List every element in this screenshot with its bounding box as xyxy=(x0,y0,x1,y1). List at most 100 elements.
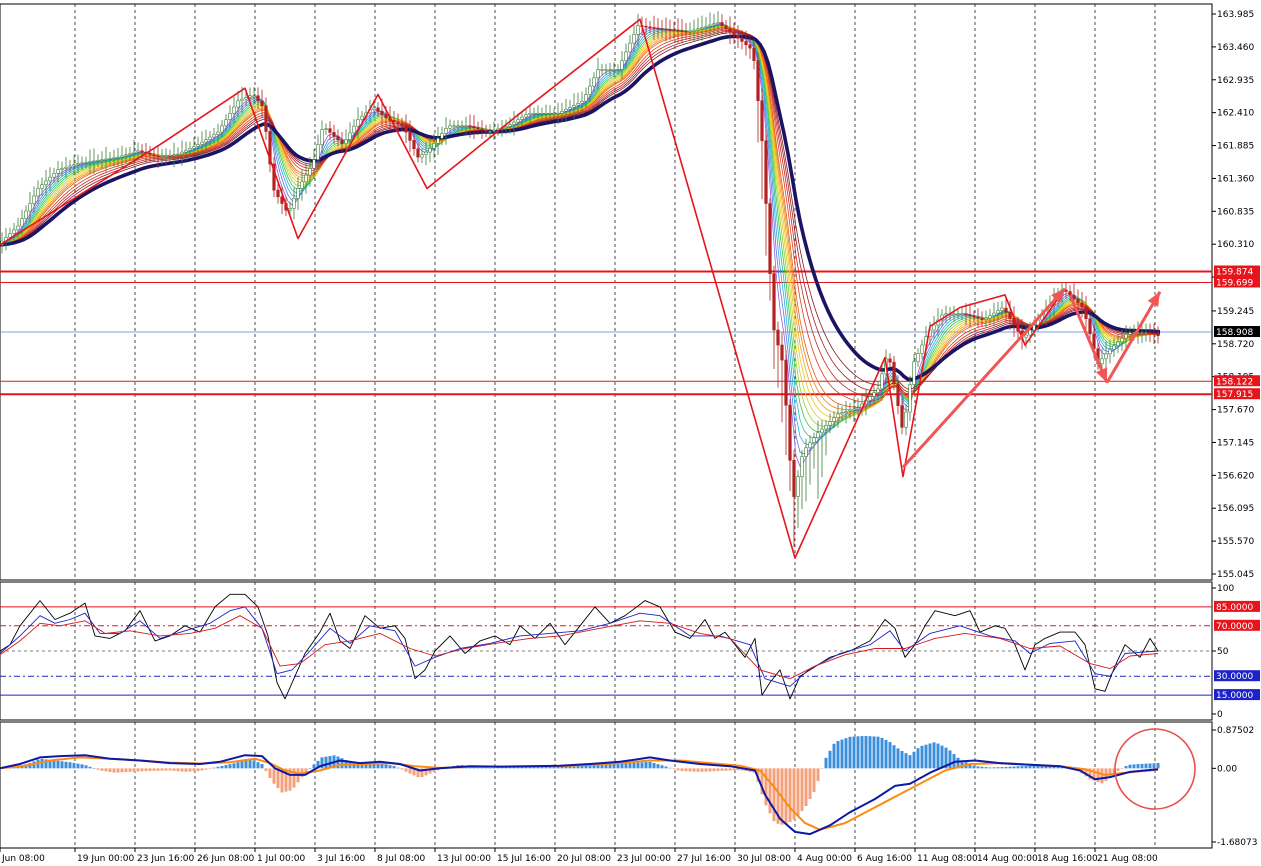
candle-body xyxy=(253,96,256,97)
macd-histogram-bar xyxy=(69,762,72,768)
macd-histogram-bar xyxy=(765,768,768,805)
candle-body xyxy=(133,152,136,153)
macd-histogram-bar xyxy=(397,768,400,769)
macd-histogram-bar xyxy=(1117,768,1120,771)
ma-ribbon-line xyxy=(0,24,1160,454)
candle-body xyxy=(565,109,568,111)
candle-body xyxy=(181,152,184,154)
macd-histogram-bar xyxy=(837,741,840,768)
candle-body xyxy=(193,146,196,148)
candle-body xyxy=(813,438,816,443)
candle-body xyxy=(605,69,608,70)
macd-histogram-bar xyxy=(697,768,700,771)
candle-body xyxy=(849,410,852,411)
candle-body xyxy=(657,28,660,29)
candle-body xyxy=(573,105,576,107)
macd-histogram-bar xyxy=(1049,767,1052,769)
macd-histogram-bar xyxy=(161,768,164,770)
macd-histogram-bar xyxy=(909,755,912,768)
time-tick-label: 1 Jul 00:00 xyxy=(257,854,306,864)
candle-body xyxy=(381,111,384,114)
oscillator-level-tag-text: 85.0000 xyxy=(1216,603,1253,613)
macd-histogram-bar xyxy=(821,768,824,769)
macd-histogram-bar xyxy=(625,763,628,768)
candle-body xyxy=(209,137,212,140)
candle-body xyxy=(737,35,740,38)
candle-body xyxy=(149,153,152,154)
macd-histogram-bar xyxy=(41,759,44,768)
candle-body xyxy=(1125,334,1128,338)
level-price-tag-text: 158.122 xyxy=(1216,377,1253,387)
candle-body xyxy=(969,315,972,316)
candle-body xyxy=(457,126,460,127)
candle-body xyxy=(677,30,680,31)
candle-body xyxy=(665,29,668,30)
price-tick-label: 161.360 xyxy=(1217,174,1254,184)
price-tick-label: 156.620 xyxy=(1217,471,1254,481)
candle-body xyxy=(645,26,648,27)
macd-histogram-bar xyxy=(269,768,272,778)
arrow-shaft xyxy=(1107,292,1160,383)
candle-body xyxy=(13,230,16,234)
candles xyxy=(1,11,1160,547)
macd-histogram-bar xyxy=(713,768,716,771)
ma-ribbon-line xyxy=(0,24,1160,467)
candle-body xyxy=(157,156,160,157)
macd-histogram-bar xyxy=(1033,766,1036,769)
candle-body xyxy=(625,52,628,61)
candle-body xyxy=(469,126,472,127)
price-tick-label: 163.460 xyxy=(1217,43,1254,53)
macd-histogram-bar xyxy=(997,767,1000,768)
macd-histogram-bar xyxy=(97,768,100,769)
price-tick-label: 162.935 xyxy=(1217,76,1254,86)
time-tick-label: 8 Jul 08:00 xyxy=(377,854,426,864)
macd-histogram-bar xyxy=(1101,768,1104,783)
price-axis: 163.985163.460162.935162.410161.885161.3… xyxy=(1212,10,1260,580)
candle-body xyxy=(349,133,352,140)
macd-histogram-bar xyxy=(233,763,236,768)
candle-body xyxy=(85,162,88,163)
macd-histogram-bar xyxy=(157,768,160,770)
candle-body xyxy=(933,325,936,330)
macd-histogram-bar xyxy=(185,768,188,771)
candle-body xyxy=(881,374,884,389)
macd-histogram-bar xyxy=(637,763,640,769)
time-tick-label: Jun 08:00 xyxy=(1,854,45,864)
price-tick-label: 161.885 xyxy=(1217,142,1254,152)
candle-body xyxy=(821,429,824,433)
candle-body xyxy=(337,136,340,140)
macd-histogram-bar xyxy=(101,768,104,770)
macd-histogram-bar xyxy=(313,764,316,768)
macd-histogram-bar xyxy=(393,766,396,768)
candle-body xyxy=(153,155,156,156)
macd-histogram-bar xyxy=(209,768,212,769)
candle-body xyxy=(653,27,656,28)
candle-body xyxy=(1029,330,1032,335)
arrow-shaft xyxy=(903,289,1065,468)
candle-body xyxy=(549,113,552,114)
candle-body xyxy=(1009,312,1012,318)
macd-histogram-bar xyxy=(805,768,808,806)
macd-histogram-bar xyxy=(785,768,788,824)
macd-panel: 0.875020.00-1.68073 xyxy=(0,722,1257,848)
candle-body xyxy=(33,196,36,204)
zigzag-line xyxy=(0,19,1065,558)
ma-ribbon-line xyxy=(0,26,1160,432)
candle-body xyxy=(509,125,512,127)
candle-body xyxy=(681,31,684,32)
candle-body xyxy=(809,443,812,448)
time-axis: Jun 08:00 19 Jun 00:00 23 Jun 16:00 26 Jun … xyxy=(0,848,1158,864)
time-tick-label: 23 Jul 00:00 xyxy=(617,854,671,864)
macd-histogram-bar xyxy=(861,736,864,768)
candle-body xyxy=(897,384,900,406)
macd-histogram-bar xyxy=(401,768,404,769)
time-tick-label: 6 Aug 16:00 xyxy=(857,854,912,864)
candle-body xyxy=(445,128,448,133)
macd-histogram-bar xyxy=(497,768,500,769)
macd-histogram-bar xyxy=(853,737,856,769)
macd-histogram-bar xyxy=(145,768,148,771)
macd-histogram-bar xyxy=(1149,763,1152,768)
candle-body xyxy=(117,157,120,158)
candle-body xyxy=(617,69,620,70)
candle-body xyxy=(197,145,200,147)
